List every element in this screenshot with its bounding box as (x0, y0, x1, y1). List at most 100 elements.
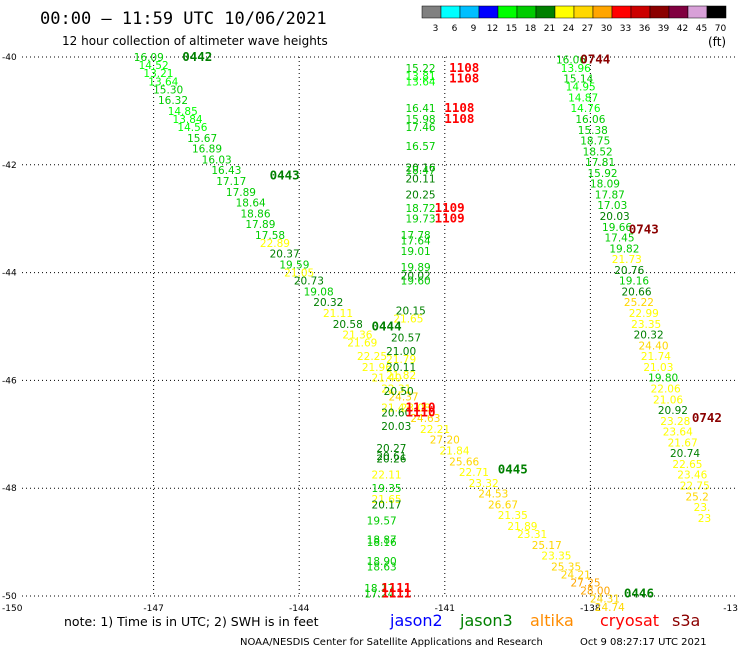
colorbar-label: 33 (620, 24, 631, 34)
data-point-label: 22.99 (629, 308, 659, 320)
data-point-label: 19.59 (279, 260, 309, 272)
data-point-label: 21.40 (372, 373, 402, 385)
data-point-label: 22.89 (260, 238, 290, 250)
data-point-label: 21.11 (323, 308, 353, 320)
x-tick-label: -144 (289, 604, 310, 614)
data-point-label: 21.73 (612, 254, 642, 266)
data-point-label: 23. (694, 502, 711, 514)
x-tick-label: -138 (580, 604, 601, 614)
colorbar-label: 9 (471, 24, 477, 34)
data-point-label: 17.46 (406, 122, 436, 134)
data-point-label: 16.89 (192, 144, 222, 156)
data-point-label: 20.58 (333, 319, 363, 331)
data-point-label: 21.65 (372, 494, 402, 506)
data-point-label: 16.57 (406, 141, 436, 153)
data-point-label: 25.35 (551, 561, 581, 573)
data-point-label: 19.82 (609, 243, 639, 255)
data-point-label: 25.2 (685, 491, 708, 503)
data-point-label: 17.64 (401, 235, 431, 247)
time-label: 1108 (444, 111, 474, 126)
unit-label: (ft) (708, 35, 726, 49)
data-point-label: 20.32 (634, 330, 664, 342)
x-tick-label: -13 (723, 604, 738, 614)
colorbar-swatch (573, 5, 594, 19)
data-point-label: 21.35 (498, 510, 528, 522)
y-tick-label: -44 (2, 269, 17, 279)
series-group: 16.0914.5213.2113.6415.3016.3214.8513.84… (134, 52, 625, 614)
y-tick-label: -48 (2, 484, 17, 494)
data-point-label: 25.66 (449, 456, 479, 468)
colorbar-swatch (535, 5, 556, 19)
data-point-label: 13.96 (561, 63, 591, 75)
data-point-label: 21.84 (439, 445, 469, 457)
chart-subtitle: 12 hour collection of altimeter wave hei… (62, 34, 328, 48)
colorbar-label: 24 (563, 24, 575, 34)
series-group: 16.0613.9615.1414.9514.8714.7616.0615.38… (556, 55, 711, 525)
data-point-label: 23.46 (677, 470, 707, 482)
colorbar-swatch (706, 5, 727, 19)
data-point-label: 18.47 (406, 165, 436, 177)
data-point-label: 19.08 (304, 286, 334, 298)
colorbar-swatch (592, 5, 613, 19)
data-point-label: 13.64 (148, 76, 178, 88)
data-point-label: 24.53 (478, 489, 508, 501)
data-point-label: 15.98 (406, 114, 436, 126)
data-point-label: 17.58 (255, 230, 285, 242)
colorbar-label: 15 (506, 24, 517, 34)
data-point-label: 19.66 (602, 222, 632, 234)
data-point-label: 18.63 (367, 561, 397, 573)
data-point-label: 16.43 (211, 165, 241, 177)
data-point-label: 21.65 (393, 313, 423, 325)
time-label: 1110 (405, 399, 435, 414)
data-point-label: 17.78 (401, 230, 431, 242)
data-point-label: 22.71 (459, 467, 489, 479)
data-point-label: 20.26 (376, 454, 406, 466)
data-point-label: 19.01 (401, 246, 431, 258)
data-point-label: 25.17 (532, 540, 562, 552)
colorbar-label: 3 (433, 24, 439, 34)
time-label: 0445 (498, 461, 528, 476)
x-tick-label: -141 (435, 604, 455, 614)
data-point-label: 17.03 (597, 200, 627, 212)
data-point-label: 18.75 (580, 136, 610, 148)
satellite-legend-jason3: jason3 (459, 611, 513, 630)
data-point-label: 16.06 (575, 114, 605, 126)
chart-title: 00:00 – 11:59 UTC 10/06/2021 (40, 9, 327, 29)
colorbar-label: 30 (601, 24, 613, 34)
data-point-label: 20.11 (406, 173, 436, 185)
colorbar-swatch (668, 5, 689, 19)
data-point-label: 21.36 (342, 330, 372, 342)
data-point-label: 23.28 (660, 416, 690, 428)
time-label: 1111 (381, 580, 411, 595)
satellite-legend: jason2 jason3 altika cryosat s3a (389, 611, 700, 630)
colorbar-swatch (421, 5, 442, 19)
colorbar-label: 70 (715, 24, 727, 34)
time-labels: 0442044304440445044611081108110811081109… (182, 49, 722, 600)
data-point-label: 22.31 (381, 383, 411, 395)
data-point-label: 20.03 (381, 421, 411, 433)
colorbar-legend: 3 6 9 12 15 18 21 24 27 30 33 36 39 42 45 70 (421, 5, 727, 34)
data-point-label: 18.90 (367, 556, 397, 568)
data-point-label: 16.09 (134, 52, 164, 64)
time-label: 0744 (580, 52, 610, 67)
data-point-label: 17.87 (595, 189, 625, 201)
data-point-label: 20.27 (376, 443, 406, 455)
data-point-label: 21.00 (386, 346, 416, 358)
data-point-label: 24.63 (410, 413, 440, 425)
data-point-label: 19.60 (401, 276, 431, 288)
data-point-label: 19.73 (406, 214, 436, 226)
data-point-label: 15.38 (578, 125, 608, 137)
data-point-label: 23.08 (401, 402, 431, 414)
data-point-label: 23.64 (663, 427, 693, 439)
data-point-label: 22.11 (372, 470, 402, 482)
data-point-label: 15.67 (187, 133, 217, 145)
colorbar-label: 27 (582, 24, 593, 34)
data-point-label: 27.25 (571, 578, 601, 590)
time-label: 0444 (372, 319, 402, 334)
data-point-label: 15.92 (588, 168, 618, 180)
data-point-label: 17.89 (245, 219, 275, 231)
data-point-label: 20.37 (270, 249, 300, 261)
data-point-label: 21.74 (641, 351, 671, 363)
